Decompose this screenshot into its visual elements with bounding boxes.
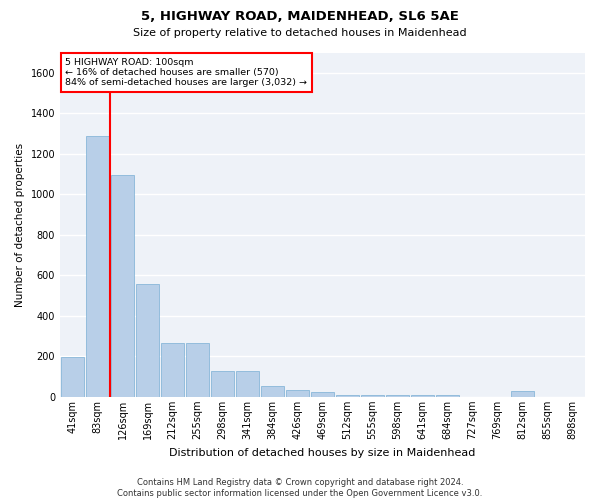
Bar: [261, 386, 284, 397]
Bar: [361, 395, 384, 397]
Bar: [311, 392, 334, 397]
Bar: [86, 136, 109, 397]
Bar: [136, 284, 159, 397]
X-axis label: Distribution of detached houses by size in Maidenhead: Distribution of detached houses by size …: [169, 448, 476, 458]
Bar: [186, 343, 209, 397]
Bar: [286, 390, 309, 397]
Text: Contains HM Land Registry data © Crown copyright and database right 2024.
Contai: Contains HM Land Registry data © Crown c…: [118, 478, 482, 498]
Y-axis label: Number of detached properties: Number of detached properties: [15, 142, 25, 307]
Bar: [386, 395, 409, 397]
Text: 5 HIGHWAY ROAD: 100sqm
← 16% of detached houses are smaller (570)
84% of semi-de: 5 HIGHWAY ROAD: 100sqm ← 16% of detached…: [65, 58, 307, 88]
Text: 5, HIGHWAY ROAD, MAIDENHEAD, SL6 5AE: 5, HIGHWAY ROAD, MAIDENHEAD, SL6 5AE: [141, 10, 459, 23]
Bar: [111, 175, 134, 397]
Bar: [336, 395, 359, 397]
Bar: [211, 371, 234, 397]
Text: Size of property relative to detached houses in Maidenhead: Size of property relative to detached ho…: [133, 28, 467, 38]
Bar: [161, 343, 184, 397]
Bar: [436, 395, 459, 397]
Bar: [236, 371, 259, 397]
Bar: [61, 358, 84, 397]
Bar: [411, 395, 434, 397]
Bar: [511, 391, 534, 397]
